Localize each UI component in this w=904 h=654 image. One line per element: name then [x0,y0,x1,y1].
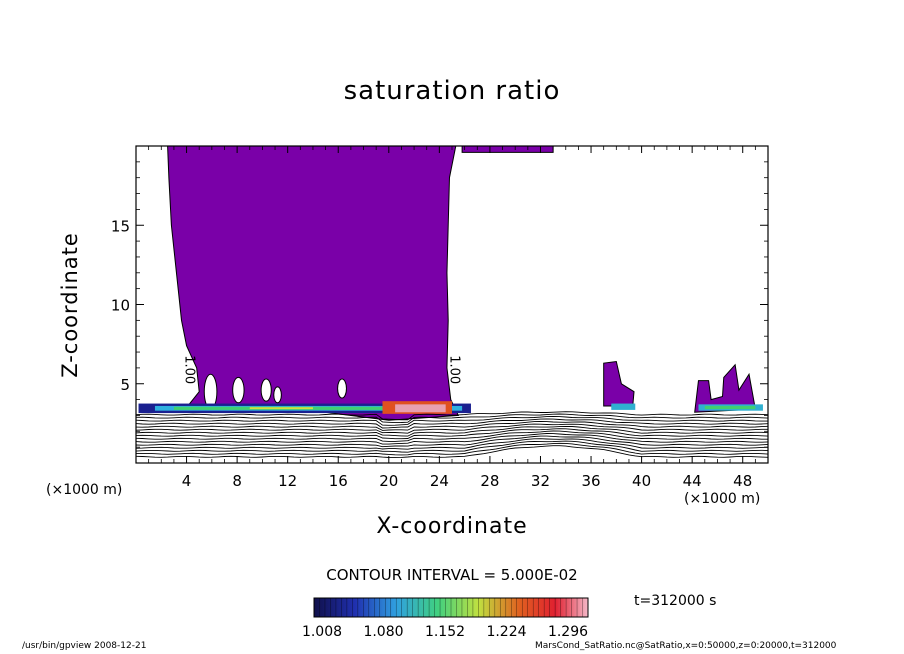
footer-right: MarsCond_SatRatio.nc@SatRatio,x=0:50000,… [535,641,837,651]
x-tick-label: 48 [733,472,752,490]
x-tick-label: 20 [379,472,398,490]
colorbar-tick-label: 1.296 [548,624,588,640]
contour-line [136,425,768,437]
colorbar-tick-label: 1.008 [302,624,342,640]
contour-line [136,415,768,426]
x-tick-label: 12 [278,472,297,490]
cloud-blob [694,363,756,413]
colorbar-tick-label: 1.152 [425,624,465,640]
y-tick-label: 10 [111,297,130,315]
y-tick-label: 5 [120,376,130,394]
x-tick-label: 4 [182,472,192,490]
colorbar-tick-label: 1.224 [486,624,526,640]
x-tick-label: 28 [480,472,499,490]
contour-line [136,430,768,442]
contour-line [136,433,768,445]
y-tick-label: 15 [111,217,130,235]
x-tick-label: 44 [683,472,702,490]
contour-line [136,428,768,440]
plume-hole [273,386,282,404]
plot-area: 1.00 1.00 [136,146,768,459]
plume-hole [337,378,347,399]
saturation-band [611,403,636,410]
chart-title: saturation ratio [343,76,561,106]
contour-line [136,438,768,450]
contour-line [136,440,768,453]
contour-label: 1.00 [181,355,196,384]
colorbar-tick-label: 1.080 [363,624,403,640]
x-tick-label: 32 [531,472,550,490]
contour-line [136,445,768,459]
footer-left: /usr/bin/gpview 2008-12-21 [22,641,147,651]
plume-hole [260,378,272,402]
x-tick-label: 36 [581,472,600,490]
x-unit-left: (×1000 m) [46,482,123,498]
contour-line [136,418,768,429]
x-tick-label: 40 [632,472,651,490]
y-axis-label: Z-coordinate [58,232,82,378]
contour-line [136,420,768,431]
plume-hole [232,376,245,404]
saturation-band [395,404,446,413]
contour-line [136,435,768,448]
colorbar-labels: 1.008 1.080 1.152 1.224 1.296 [302,624,588,640]
contour-line [136,423,768,434]
contour-line [136,442,768,456]
saturation-band [249,407,313,410]
contour-interval: CONTOUR INTERVAL = 5.000E-02 [326,566,578,584]
contour-line [136,413,768,424]
cloud-blob [603,361,635,407]
x-axis-label: X-coordinate [376,514,528,539]
colorbar-stripes [319,598,583,617]
x-tick-label: 16 [329,472,348,490]
contour-label: 1.00 [447,355,462,384]
x-tick-label: 24 [430,472,449,490]
x-unit-right: (×1000 m) [684,491,761,507]
contour-line [136,411,768,421]
saturation-band [704,405,756,410]
x-tick-label: 8 [232,472,242,490]
time-label: t=312000 s [634,593,717,609]
cloud-blob [461,146,554,153]
